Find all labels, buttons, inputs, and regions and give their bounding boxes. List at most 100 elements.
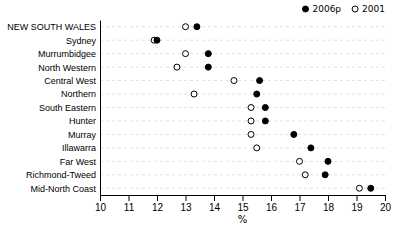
y-tick-label: Sydney — [66, 36, 97, 46]
x-tick-label: 16 — [266, 202, 278, 213]
y-tick-label: Murrumbidgee — [38, 49, 96, 59]
y-tick: South Eastern — [39, 103, 100, 113]
y-tick: Mid-North Coast — [30, 184, 100, 194]
dot — [248, 105, 254, 111]
series — [154, 24, 374, 192]
y-tick: Hunter — [69, 116, 100, 126]
x-tick-label: 11 — [124, 202, 135, 213]
grid-line — [100, 107, 385, 108]
dot — [248, 131, 254, 137]
grid-line — [100, 188, 385, 189]
dot — [248, 118, 254, 124]
x-tick-mark — [328, 195, 329, 201]
grid-line — [100, 120, 385, 121]
y-tick-label: Far West — [60, 157, 97, 167]
y-tick-label: Northern — [61, 89, 96, 99]
x-tick: 12 — [152, 195, 164, 213]
dot — [368, 185, 374, 191]
x-tick-mark — [385, 195, 386, 201]
marks — [151, 24, 374, 192]
grid-line — [100, 134, 385, 135]
x-tick-mark — [271, 195, 272, 201]
grid-line — [100, 161, 385, 162]
x-axis-line — [101, 196, 386, 202]
x-tick-mark — [100, 195, 101, 201]
legend-symbol — [302, 6, 308, 12]
y-tick: North Western — [38, 62, 100, 72]
legend-label: 2001 — [362, 4, 385, 14]
y-tick: NEW SOUTH WALES — [7, 22, 100, 32]
x-tick: 18 — [323, 195, 335, 213]
x-tick: 17 — [294, 195, 306, 213]
x-tick-label: 12 — [152, 202, 164, 213]
y-axis-line — [100, 21, 101, 196]
y-tick: Murray — [68, 130, 100, 140]
y-tick-label: Richmond-Tweed — [26, 170, 96, 180]
dot — [291, 131, 297, 137]
y-tick: Northern — [61, 89, 100, 99]
grid-line — [100, 40, 385, 41]
legend-item: 2001 — [352, 4, 385, 14]
legend: 2001 2006p — [302, 4, 385, 14]
y-tick: Sydney — [66, 36, 100, 46]
x-tick-mark — [300, 195, 301, 201]
x-tick-mark — [357, 195, 358, 201]
dot — [194, 24, 200, 30]
grid-line — [100, 53, 385, 54]
grid — [100, 27, 385, 189]
x-tick-label: 17 — [294, 202, 306, 213]
x-tick: 10 — [95, 195, 107, 213]
dot — [325, 158, 331, 164]
y-tick: Murrumbidgee — [38, 49, 100, 59]
chart: 10 11 12 13 14 15 16 17 18 19 20 NEW SOUTH WALES Syd… — [0, 0, 397, 227]
grid-line — [100, 80, 385, 81]
y-tick-label: Hunter — [69, 116, 96, 126]
x-axis: 10 11 12 13 14 15 16 17 18 19 20 — [95, 195, 392, 213]
y-tick: Richmond-Tweed — [26, 170, 100, 180]
dot — [191, 91, 197, 97]
y-tick-label: North Western — [38, 62, 96, 72]
x-tick-label: 10 — [95, 202, 107, 213]
y-tick-label: Illawarra — [62, 143, 96, 153]
y-axis: NEW SOUTH WALES Sydney Murrumbidgee North W… — [7, 21, 100, 196]
x-axis-title: % — [238, 214, 248, 225]
legend-item: 2006p — [302, 4, 341, 14]
dot — [356, 185, 362, 191]
y-tick-label: Central West — [44, 76, 96, 86]
x-tick: 11 — [124, 195, 135, 213]
grid-line — [100, 147, 385, 148]
y-tick: Central West — [44, 76, 100, 86]
legend-symbol — [352, 6, 358, 12]
dot — [154, 37, 160, 43]
x-tick: 19 — [351, 195, 363, 213]
grid-line — [100, 94, 385, 95]
x-tick-mark — [129, 195, 130, 201]
dot — [322, 172, 328, 178]
x-tick: 16 — [266, 195, 278, 213]
legend-label: 2006p — [312, 4, 341, 14]
y-tick: Illawarra — [62, 143, 100, 153]
x-tick-label: 14 — [209, 202, 221, 213]
grid-line — [100, 174, 385, 175]
y-tick-label: Mid-North Coast — [30, 184, 96, 194]
dot — [254, 91, 260, 97]
x-tick-label: 18 — [323, 202, 335, 213]
x-tick-mark — [243, 195, 244, 201]
dot — [183, 51, 189, 57]
x-tick: 20 — [380, 195, 392, 213]
dot — [231, 78, 237, 84]
x-tick-label: 20 — [380, 202, 392, 213]
x-tick: 13 — [180, 195, 192, 213]
dot — [257, 78, 263, 84]
dot — [205, 51, 211, 57]
dot — [254, 145, 260, 151]
x-tick-mark — [186, 195, 187, 201]
dot — [302, 172, 308, 178]
x-tick: 15 — [237, 195, 249, 213]
dot — [205, 64, 211, 70]
y-tick-label: NEW SOUTH WALES — [7, 22, 96, 32]
series — [151, 24, 362, 192]
y-tick-label: Murray — [68, 130, 97, 140]
x-tick-label: 19 — [351, 202, 363, 213]
dot — [183, 24, 189, 30]
